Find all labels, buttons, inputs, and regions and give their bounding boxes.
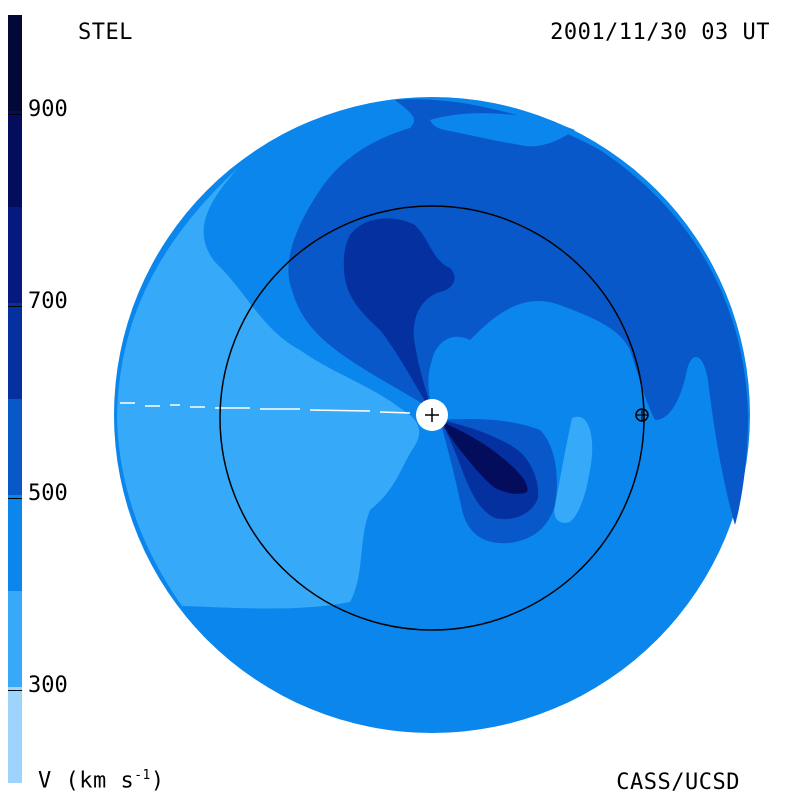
sight-line-trace bbox=[120, 402, 411, 414]
colorbar-tick-mark bbox=[8, 498, 22, 499]
colorbar-tick-mark bbox=[8, 690, 22, 691]
colorbar-band bbox=[8, 111, 22, 207]
colorbar-tick-label: 500 bbox=[28, 481, 68, 506]
fast-wind-region-north bbox=[288, 99, 748, 525]
units-close: ) bbox=[150, 768, 165, 794]
colorbar-units-label: V (km s-1) bbox=[38, 768, 165, 793]
north-notch bbox=[430, 113, 575, 147]
colorbar-band bbox=[8, 495, 22, 591]
colorbar-band bbox=[8, 207, 22, 303]
units-text: V (km s bbox=[38, 768, 135, 794]
sun-marker bbox=[416, 399, 448, 431]
credit-label: CASS/UCSD bbox=[616, 770, 740, 795]
colorbar-tick-label: 300 bbox=[28, 673, 68, 698]
timestamp-label: 2001/11/30 03 UT bbox=[550, 20, 770, 45]
colorbar-tick-label: 900 bbox=[28, 97, 68, 122]
colorbar-band bbox=[8, 303, 22, 399]
colorbar-band bbox=[8, 687, 22, 783]
fast-wind-core-north bbox=[343, 218, 455, 412]
colorbar-band bbox=[8, 591, 22, 687]
observatory-label: STEL bbox=[78, 20, 133, 45]
earth-orbit-circle bbox=[219, 205, 645, 631]
colorbar-band bbox=[8, 15, 22, 111]
colorbar-tick-mark bbox=[8, 306, 22, 307]
units-exponent: -1 bbox=[134, 768, 151, 783]
earth-marker bbox=[635, 408, 649, 422]
colorbar-tick-label: 700 bbox=[28, 289, 68, 314]
slow-wind-region-west bbox=[117, 168, 420, 609]
slow-wind-region-east bbox=[554, 416, 593, 523]
colorbar-tick-mark bbox=[8, 114, 22, 115]
colorbar bbox=[8, 15, 22, 783]
fast-wind-stream-peak bbox=[442, 422, 528, 494]
colorbar-band bbox=[8, 399, 22, 495]
